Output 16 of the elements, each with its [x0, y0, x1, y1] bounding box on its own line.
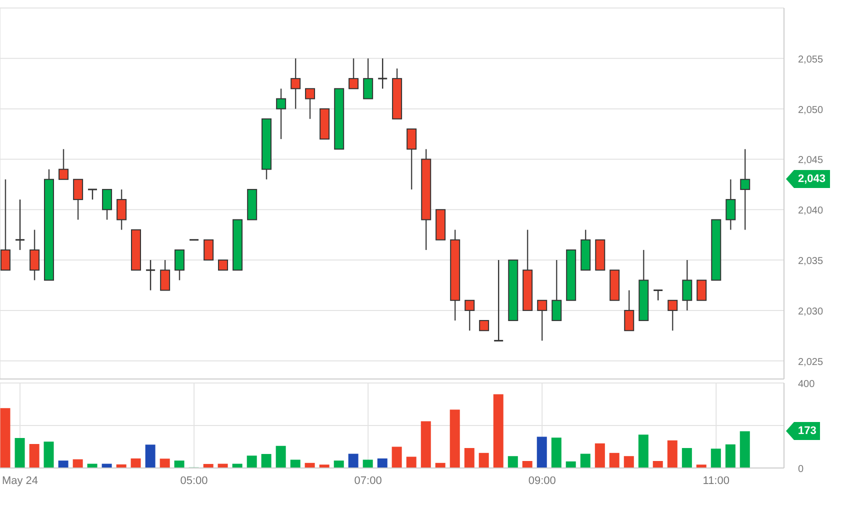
- x-tick-label: 05:00: [180, 474, 208, 487]
- y-tick-label: 0: [798, 464, 804, 475]
- y-tick-label: 2,025: [798, 356, 824, 368]
- y-tick-label: 2,040: [798, 206, 824, 217]
- y-tick-label: 2,050: [798, 104, 824, 116]
- x-tick-label: 07:00: [354, 474, 382, 487]
- y-tick-label: 2,035: [798, 256, 824, 268]
- text: 2,043: [794, 170, 830, 188]
- x-tick-label: 09:00: [528, 474, 556, 487]
- y-tick-label: 2,045: [798, 155, 824, 166]
- text: 173: [794, 422, 820, 440]
- y-tick-label: 2,055: [798, 54, 824, 66]
- x-tick-label: 11:00: [702, 474, 730, 487]
- y-tick-label: 2,030: [798, 306, 824, 318]
- x-tick-label: May 24: [2, 474, 38, 487]
- y-tick-label: 400: [798, 379, 816, 390]
